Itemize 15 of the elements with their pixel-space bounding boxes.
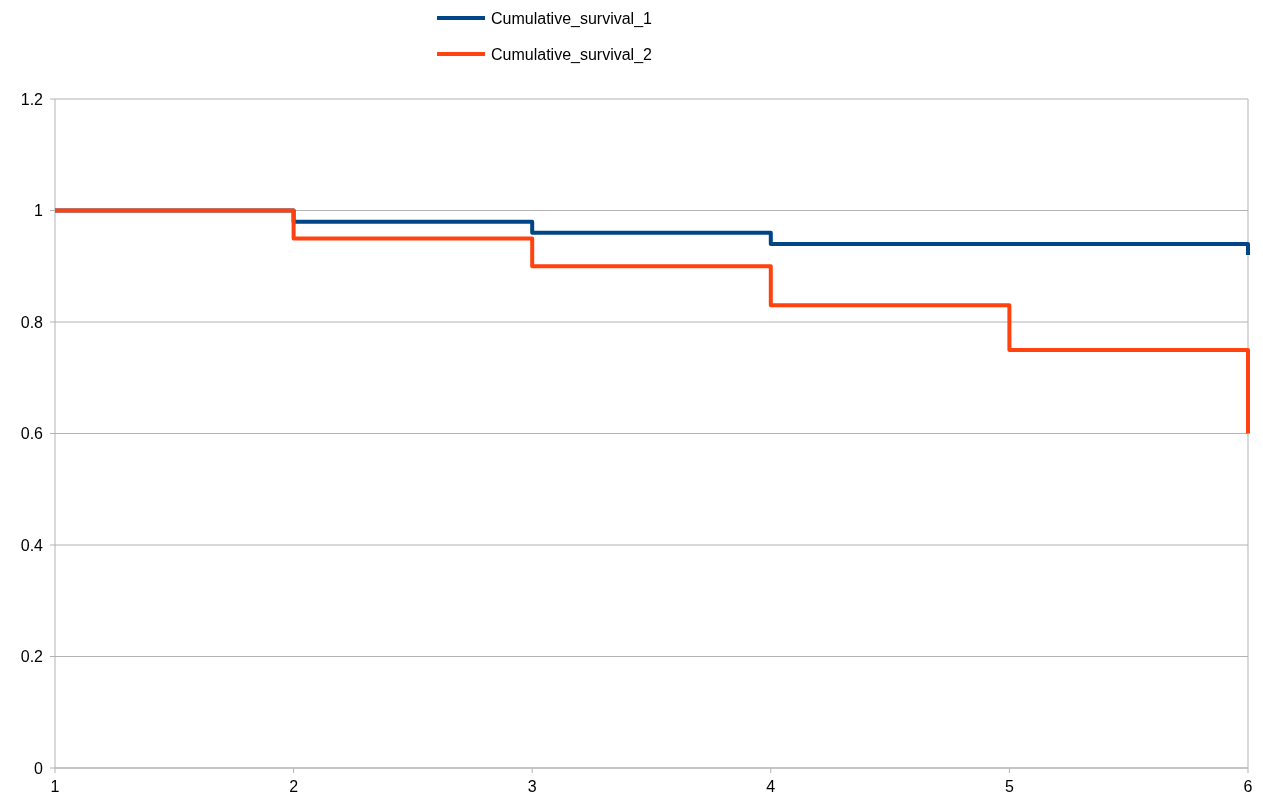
y-tick-label: 0 — [34, 759, 44, 777]
legend-label: Cumulative_survival_2 — [491, 45, 653, 64]
y-tick-label: 0.2 — [20, 648, 44, 666]
x-tick-label: 1 — [50, 778, 60, 795]
x-tick-label: 3 — [527, 778, 537, 795]
x-tick-label: 6 — [1243, 778, 1253, 795]
y-tick-label: 0.8 — [20, 313, 44, 331]
legend-label: Cumulative_survival_1 — [491, 9, 653, 28]
x-tick-label: 5 — [1004, 778, 1014, 795]
x-tick-label: 2 — [289, 778, 299, 795]
y-tick-label: 0.4 — [20, 536, 44, 554]
x-tick-label: 4 — [766, 778, 776, 795]
y-tick-label: 1 — [34, 202, 44, 220]
y-tick-label: 0.6 — [20, 425, 44, 443]
y-tick-label: 1.2 — [20, 90, 44, 108]
